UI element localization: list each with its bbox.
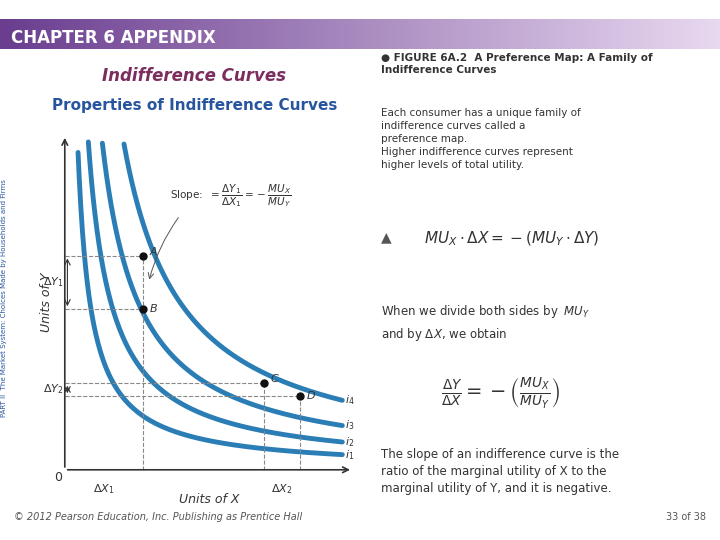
Text: ● FIGURE 6A.2  A Preference Map: A Family of Indifference Curves: ● FIGURE 6A.2 A Preference Map: A Family… <box>381 53 652 75</box>
Text: $i_4$: $i_4$ <box>345 394 354 407</box>
Text: 33 of 38: 33 of 38 <box>665 512 706 522</box>
Text: CHAPTER 6 APPENDIX: CHAPTER 6 APPENDIX <box>11 29 215 47</box>
Text: $MU_X \cdot \Delta X = -(MU_Y \cdot \Delta Y)$: $MU_X \cdot \Delta X = -(MU_Y \cdot \Del… <box>424 230 600 248</box>
Text: $\Delta X_2$: $\Delta X_2$ <box>271 482 293 496</box>
Text: Each consumer has a unique family of
indifference curves called a
preference map: Each consumer has a unique family of ind… <box>381 107 581 170</box>
Text: B: B <box>150 304 157 314</box>
Text: C: C <box>270 374 278 384</box>
Text: PART II  The Market System: Choices Made by Households and Firms: PART II The Market System: Choices Made … <box>1 179 6 417</box>
Text: ▲: ▲ <box>381 230 392 244</box>
Text: $\Delta Y_1$: $\Delta Y_1$ <box>43 275 63 289</box>
Text: Slope:  $= \dfrac{\Delta Y_1}{\Delta X_1} = -\dfrac{MU_X}{MU_Y}$: Slope: $= \dfrac{\Delta Y_1}{\Delta X_1}… <box>169 182 291 209</box>
Text: © 2012 Pearson Education, Inc. Publishing as Prentice Hall: © 2012 Pearson Education, Inc. Publishin… <box>14 512 302 522</box>
Text: $\Delta Y_2$: $\Delta Y_2$ <box>43 382 63 396</box>
Text: D: D <box>307 391 315 401</box>
Text: $i_1$: $i_1$ <box>345 448 354 462</box>
Text: 0: 0 <box>55 471 63 484</box>
Text: Indifference Curves: Indifference Curves <box>102 67 287 85</box>
Text: $i_2$: $i_2$ <box>345 435 354 449</box>
Text: $\frac{\Delta Y}{\Delta X} = -\left(\frac{MU_X}{MU_Y}\right)$: $\frac{\Delta Y}{\Delta X} = -\left(\fra… <box>441 375 560 410</box>
Text: The slope of an indifference curve is the
ratio of the marginal utility of X to : The slope of an indifference curve is th… <box>381 448 619 495</box>
Text: Units of X: Units of X <box>179 493 239 506</box>
Text: $\Delta X_1$: $\Delta X_1$ <box>94 482 114 496</box>
Text: Properties of Indifference Curves: Properties of Indifference Curves <box>52 98 337 113</box>
Text: A: A <box>150 247 157 257</box>
Text: Units of Y: Units of Y <box>40 273 53 332</box>
Text: When we divide both sides by  $MU_Y$
and by $\Delta X$, we obtain: When we divide both sides by $MU_Y$ and … <box>381 302 590 342</box>
Text: $i_3$: $i_3$ <box>345 418 354 433</box>
